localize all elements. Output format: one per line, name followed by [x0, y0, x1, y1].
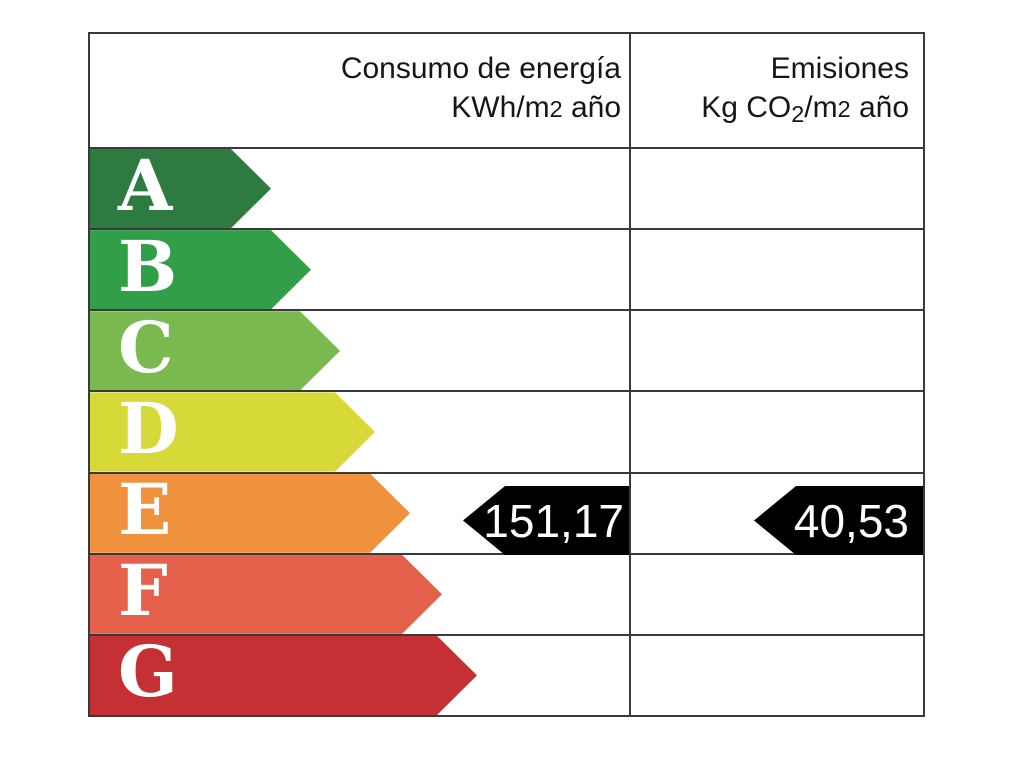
emissions-header-cell: Emisiones Kg CO2/m2 año	[631, 34, 923, 147]
column-divider	[629, 34, 631, 715]
rating-arrow: G	[90, 636, 477, 715]
rating-row: G	[90, 633, 923, 715]
rating-letter: D	[118, 386, 179, 470]
rating-letter: B	[118, 224, 178, 308]
emissions-unit-subscript: 2	[791, 101, 805, 128]
rating-arrow: E	[90, 474, 410, 553]
rating-arrow: A	[90, 149, 271, 228]
emissions-unit-prefix: Kg CO	[701, 91, 792, 124]
consumption-unit: KWh/m2 año	[90, 88, 621, 129]
rating-arrow: B	[90, 230, 311, 309]
emissions-unit: Kg CO2/m2 año	[631, 88, 909, 134]
rating-arrow: C	[90, 311, 340, 390]
rating-arrow: F	[90, 555, 442, 634]
rating-rows: A B C D E F G	[90, 149, 923, 715]
rating-letter: E	[118, 468, 172, 552]
rating-row: A	[90, 149, 923, 229]
emissions-value: 40,53	[793, 494, 909, 547]
emissions-unit-mid: /m	[804, 91, 838, 124]
consumption-header-cell: Consumo de energía KWh/m2 año	[90, 34, 631, 147]
rating-table: Consumo de energía KWh/m2 año Emisiones …	[88, 32, 925, 717]
consumption-unit-prefix: KWh/m	[451, 91, 550, 124]
rating-row: F	[90, 552, 923, 634]
emissions-value-arrow: 40,53	[754, 486, 923, 555]
emissions-unit-suffix: año	[850, 91, 909, 124]
emissions-unit-exponent: 2	[837, 96, 851, 122]
rating-letter: F	[118, 549, 168, 633]
rating-letter: G	[118, 630, 178, 714]
rating-row: C	[90, 309, 923, 391]
emissions-title: Emisiones	[770, 52, 909, 85]
consumption-value: 151,17	[483, 494, 624, 547]
consumption-title: Consumo de energía	[340, 52, 621, 85]
rating-row: D	[90, 390, 923, 472]
consumption-unit-exponent: 2	[549, 96, 563, 122]
rating-row: B	[90, 228, 923, 310]
consumption-unit-suffix: año	[562, 91, 621, 124]
rating-letter: C	[118, 305, 174, 389]
rating-arrow: D	[90, 392, 375, 471]
table-header: Consumo de energía KWh/m2 año Emisiones …	[90, 34, 923, 149]
rating-letter: A	[118, 143, 173, 227]
